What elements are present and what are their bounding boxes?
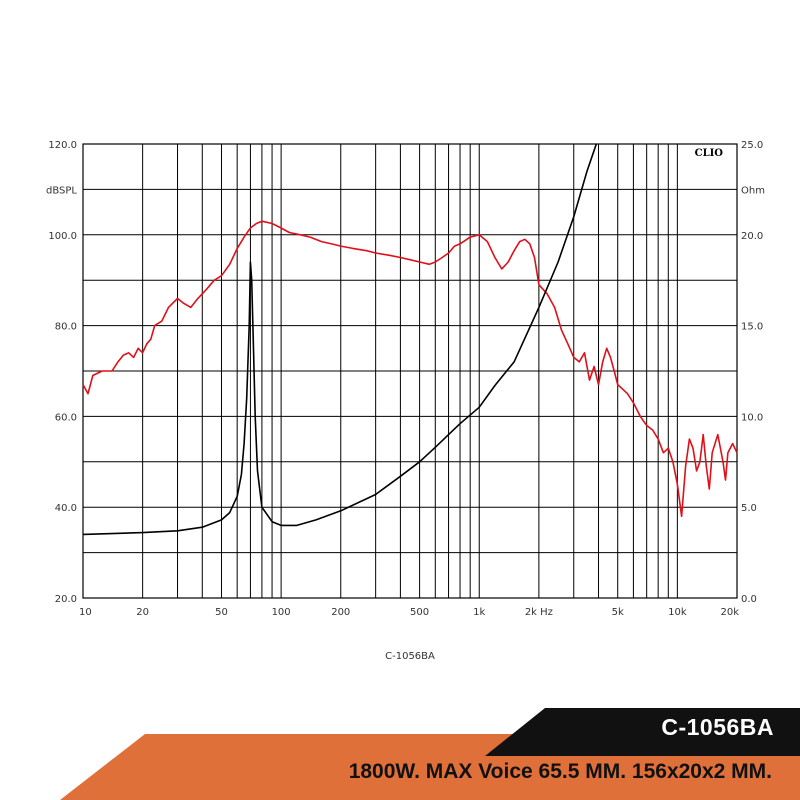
banner-black-tab [485, 708, 800, 756]
x-tick-label: 2k Hz [525, 607, 553, 618]
y-left-axis-label: dBSPL [46, 185, 77, 196]
y-left-tick-label: 80.0 [55, 322, 77, 333]
y-left-tick-label: 40.0 [55, 503, 77, 514]
product-banner [0, 708, 800, 800]
brand-label: CLIO [695, 148, 724, 159]
x-tick-label: 200 [331, 607, 350, 618]
axis-labels: 120.0100.080.060.040.020.0dBSPL25.020.01… [46, 140, 765, 662]
y-left-tick-label: 20.0 [55, 594, 77, 605]
chart-caption: C-1056BA [385, 651, 435, 662]
x-tick-label: 20 [136, 607, 149, 618]
y-right-tick-label: 15.0 [741, 322, 763, 333]
frequency-response-curve [82, 220, 738, 518]
y-right-tick-label: 20.0 [741, 231, 763, 242]
x-tick-label: 1k [473, 607, 485, 618]
y-right-axis-label: Ohm [741, 185, 765, 196]
x-tick-label: 10k [668, 607, 687, 618]
chart-series [82, 143, 738, 536]
x-tick-label: 100 [272, 607, 291, 618]
y-right-tick-label: 0.0 [741, 594, 757, 605]
y-right-tick-label: 5.0 [741, 503, 757, 514]
x-tick-label: 50 [215, 607, 228, 618]
y-left-tick-label: 120.0 [48, 140, 77, 151]
banner-shapes [60, 708, 800, 800]
y-right-tick-label: 25.0 [741, 140, 763, 151]
x-tick-label: 10 [79, 607, 92, 618]
plot-frame [82, 143, 738, 599]
x-tick-label: 20k [720, 607, 739, 618]
chart-grid [82, 143, 738, 599]
impedance-curve [82, 143, 598, 536]
model-name: C-1056BA [661, 714, 774, 740]
y-left-tick-label: 100.0 [48, 231, 77, 242]
spec-text: 1800W. MAX Voice 65.5 MM. 156x20x2 MM. [348, 760, 772, 783]
x-tick-label: 5k [612, 607, 624, 618]
y-left-tick-label: 60.0 [55, 412, 77, 423]
y-right-tick-label: 10.0 [741, 412, 763, 423]
x-tick-label: 500 [410, 607, 429, 618]
